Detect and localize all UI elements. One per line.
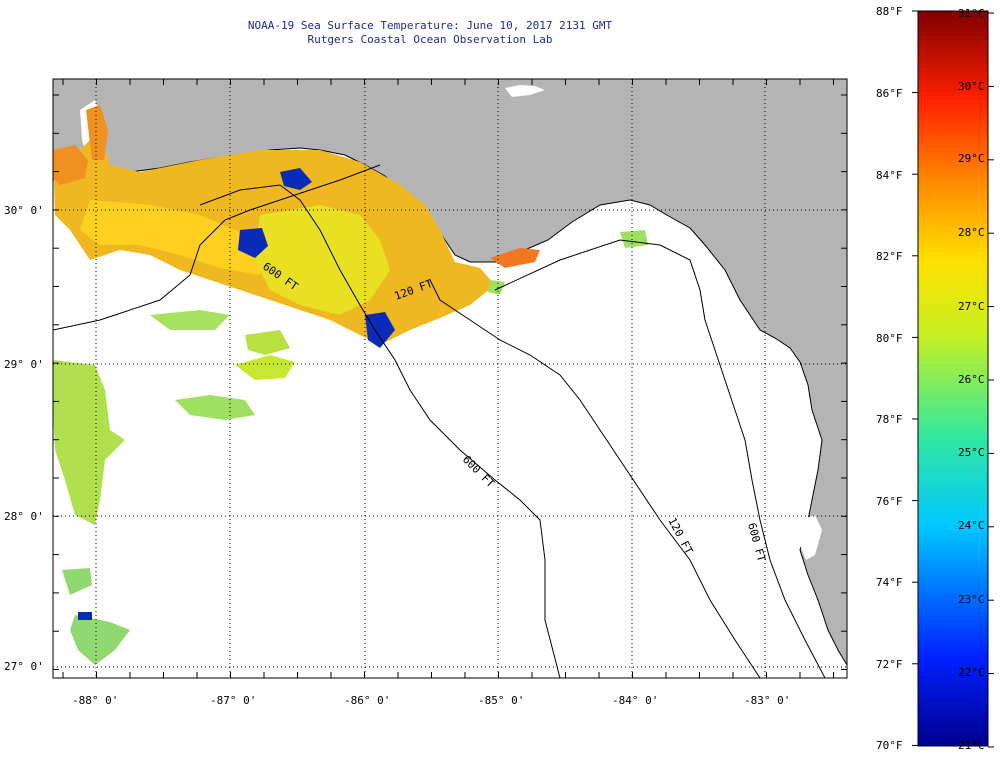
colorbar-fahrenheit-labels: 88°F 86°F 84°F 82°F 80°F 78°F 76°F 74°F … (876, 5, 903, 752)
colorbar-f-label: 86°F (876, 87, 903, 100)
lon-label: -87° 0' (210, 694, 256, 707)
map-subtitle: Rutgers Coastal Ocean Observation Lab (307, 33, 553, 46)
bathymetry-contours (53, 164, 826, 678)
lon-label: -86° 0' (344, 694, 390, 707)
colorbar-c-label: 24°C (958, 519, 985, 532)
colorbar-c-label: 23°C (958, 593, 985, 606)
map-area (53, 79, 847, 678)
colorbar-c-label: 30°C (958, 80, 985, 93)
lon-label: -88° 0' (72, 694, 118, 707)
colorbar-c-label: 21°C (958, 739, 985, 752)
sst-data-layer (53, 105, 648, 665)
colorbar-f-label: 76°F (876, 495, 903, 508)
graticule (53, 79, 847, 678)
colorbar-f-label: 70°F (876, 739, 903, 752)
colorbar-celsius-labels: 31°C 30°C 29°C 28°C 27°C 26°C 25°C 24°C … (958, 7, 985, 752)
lon-label: -84° 0' (612, 694, 658, 707)
lat-label: 28° 0' (4, 510, 44, 523)
colorbar-f-label: 88°F (876, 5, 903, 18)
colorbar-c-label: 25°C (958, 446, 985, 459)
colorbar-c-label: 28°C (958, 226, 985, 239)
colorbar-c-label: 22°C (958, 666, 985, 679)
colorbar-c-label: 31°C (958, 7, 985, 20)
colorbar-c-label: 29°C (958, 152, 985, 165)
colorbar-c-label: 26°C (958, 373, 985, 386)
colorbar-f-label: 72°F (876, 658, 903, 671)
temperature-colorbar (917, 10, 989, 747)
lon-label: -83° 0' (744, 694, 790, 707)
lat-label: 29° 0' (4, 358, 44, 371)
axis-ticks (53, 79, 847, 678)
colorbar-ticks (912, 10, 994, 748)
colorbar-f-label: 82°F (876, 250, 903, 263)
colorbar-c-label: 27°C (958, 300, 985, 313)
colorbar-f-label: 84°F (876, 169, 903, 182)
lat-label: 27° 0' (4, 660, 44, 673)
colorbar-f-label: 78°F (876, 413, 903, 426)
inland-water (505, 85, 545, 97)
colorbar-f-label: 74°F (876, 576, 903, 589)
map-title: NOAA-19 Sea Surface Temperature: June 10… (247, 19, 613, 32)
inland-water (800, 515, 822, 560)
map-frame (52, 78, 848, 679)
lat-label: 30° 0' (4, 204, 44, 217)
lon-label: -85° 0' (478, 694, 524, 707)
colorbar-f-label: 80°F (876, 332, 903, 345)
